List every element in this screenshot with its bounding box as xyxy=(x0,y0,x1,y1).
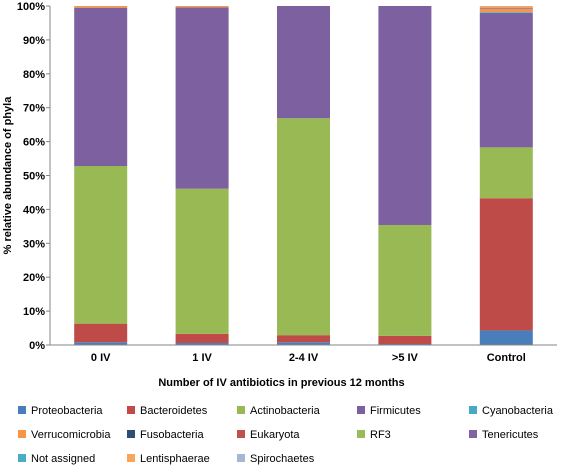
y-axis-ticks: 0% 10% 20% 30% 40% 50% 60% 70% 80% 90% 100% xyxy=(17,1,50,352)
bar-segment xyxy=(479,7,533,9)
bar-segment xyxy=(175,7,229,189)
y-tick-label: 100% xyxy=(17,1,45,13)
y-tick-label: 90% xyxy=(23,35,45,47)
legend-label: Eukaryota xyxy=(250,429,300,441)
legend-swatch xyxy=(469,406,477,414)
legend-label: Tenericutes xyxy=(482,429,539,441)
bar-segment xyxy=(479,6,533,8)
bar-segment xyxy=(175,342,229,345)
bar-segment xyxy=(277,118,330,336)
y-tick-label: 0% xyxy=(29,340,45,352)
legend-label: Cyanobacteria xyxy=(482,405,554,417)
legend-label: Fusobacteria xyxy=(140,429,204,441)
legend-swatch xyxy=(127,430,135,438)
y-tick-label: 30% xyxy=(23,238,45,250)
x-tick-label: >5 IV xyxy=(392,352,419,364)
legend-label: Verrucomicrobia xyxy=(31,429,111,441)
legend: Proteobacteria Bacteroidetes Actinobacteri… xyxy=(18,405,554,465)
bar-segment xyxy=(74,342,128,345)
bar-segment xyxy=(277,342,330,345)
x-tick-label: 2-4 IV xyxy=(289,352,319,364)
y-tick-label: 60% xyxy=(23,137,45,149)
bar-segment xyxy=(378,335,432,344)
legend-swatch xyxy=(469,430,477,438)
bar-segment xyxy=(74,166,128,324)
bar-segment xyxy=(479,12,533,148)
bar-segment xyxy=(479,198,533,331)
legend-swatch xyxy=(127,406,135,414)
y-tick-label: 50% xyxy=(23,171,45,183)
legend-swatch xyxy=(237,430,245,438)
x-tick-label: Control xyxy=(487,352,526,364)
bar-segment xyxy=(479,147,533,199)
bar-segment xyxy=(378,6,432,225)
x-axis-title: Number of IV antibiotics in previous 12 … xyxy=(158,377,404,389)
y-tick-label: 20% xyxy=(23,272,45,284)
y-tick-label: 10% xyxy=(23,306,45,318)
legend-label: Proteobacteria xyxy=(31,405,103,417)
bar-segment xyxy=(175,6,229,8)
bar-segment xyxy=(479,12,533,13)
bar-segment xyxy=(479,330,533,345)
legend-swatch xyxy=(18,430,26,438)
x-tick-label: 0 IV xyxy=(91,352,111,364)
legend-label: Bacteroidetes xyxy=(140,405,208,417)
legend-swatch xyxy=(237,406,245,414)
legend-label: Firmicutes xyxy=(370,405,421,417)
bar-segment xyxy=(74,7,128,167)
legend-swatch xyxy=(237,454,245,462)
legend-swatch xyxy=(18,406,26,414)
legend-label: Not assigned xyxy=(31,453,95,465)
legend-swatch xyxy=(357,406,365,414)
bar-segment xyxy=(277,6,330,119)
legend-label: Lentisphaerae xyxy=(140,453,210,465)
bar-segment xyxy=(74,6,128,8)
y-axis-title: % relative abundance of phyla xyxy=(2,96,14,255)
x-tick-label: 1 IV xyxy=(192,352,212,364)
axes xyxy=(49,6,557,346)
legend-label: Spirochaetes xyxy=(250,453,315,465)
legend-label: RF3 xyxy=(370,429,391,441)
bars xyxy=(74,6,533,345)
y-tick-label: 80% xyxy=(23,69,45,81)
bar-segment xyxy=(378,224,432,336)
bar-segment xyxy=(175,188,229,334)
bar-segment xyxy=(378,343,432,345)
bar-segment xyxy=(479,8,533,13)
x-axis-ticks: 0 IV 1 IV 2-4 IV >5 IV Control xyxy=(91,352,526,364)
bar-segment xyxy=(277,335,330,343)
legend-swatch xyxy=(127,454,135,462)
bar-segment xyxy=(175,333,229,343)
y-tick-label: 40% xyxy=(23,204,45,216)
y-tick-label: 70% xyxy=(23,103,45,115)
legend-label: Actinobacteria xyxy=(250,405,321,417)
legend-swatch xyxy=(357,430,365,438)
legend-swatch xyxy=(18,454,26,462)
bar-segment xyxy=(74,323,128,343)
